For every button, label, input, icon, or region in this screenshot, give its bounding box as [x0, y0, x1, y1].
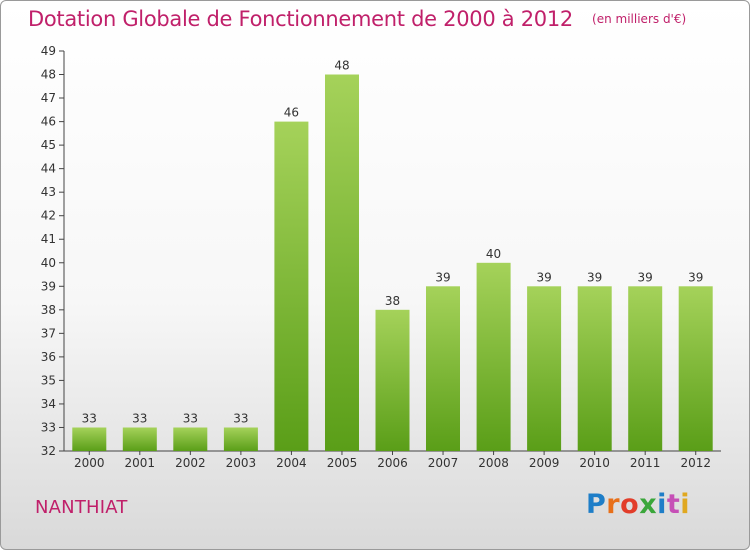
bar-2005	[325, 74, 359, 451]
y-tick-label: 37	[41, 326, 56, 340]
data-label: 33	[233, 411, 248, 425]
data-label: 39	[688, 270, 703, 284]
chart-title: Dotation Globale de Fonctionnement de 20…	[28, 7, 573, 31]
data-label: 33	[183, 411, 198, 425]
logo-letter: x	[639, 489, 658, 520]
y-tick-label: 34	[41, 397, 56, 411]
data-label: 39	[536, 270, 551, 284]
x-tick-label: 2009	[529, 456, 560, 470]
bar-2009	[527, 286, 562, 451]
y-tick-label: 49	[41, 44, 56, 58]
data-label: 38	[385, 294, 400, 308]
y-tick-label: 36	[41, 350, 56, 364]
y-tick-label: 41	[41, 232, 56, 246]
title-row: Dotation Globale de Fonctionnement de 20…	[28, 7, 686, 31]
x-axis: 2000 2001 2002 2003 2004 2005 2006 2007 2008 2009…	[64, 450, 721, 470]
logo-letter: o	[620, 489, 640, 520]
bar-2000	[72, 427, 107, 451]
y-tick-label: 47	[41, 91, 56, 105]
y-tick-label: 44	[41, 162, 56, 176]
x-tick-label: 2008	[478, 456, 509, 470]
y-tick-label: 43	[41, 185, 56, 199]
x-tick-label: 2010	[579, 456, 610, 470]
y-axis: 32 33 34 35 36 37 38 39 40 41 42 43 44 45 46 47 48 49	[41, 44, 65, 458]
logo-letter: r	[606, 489, 621, 520]
bar-2010	[577, 286, 612, 451]
x-tick-label: 2005	[327, 456, 358, 470]
bars-group	[72, 74, 713, 451]
data-label: 48	[334, 59, 349, 73]
y-tick-label: 48	[41, 68, 56, 82]
x-tick-label: 2007	[428, 456, 459, 470]
bar-2002	[173, 427, 208, 451]
data-label: 40	[486, 247, 501, 261]
y-tick-label: 32	[41, 444, 56, 458]
logo-letter: t	[666, 489, 681, 520]
data-label: 39	[638, 270, 653, 284]
data-labels-group: 33 33 33 33 46 48 38 39 40 39 39 39 39	[82, 59, 704, 426]
y-tick-label: 38	[41, 303, 56, 317]
logo-letter: i	[680, 489, 691, 520]
data-label: 33	[132, 411, 147, 425]
y-tick-label: 39	[41, 279, 56, 293]
y-tick-label: 42	[41, 209, 56, 223]
proxiti-logo[interactable]: Proxiti	[586, 489, 690, 520]
data-label: 46	[284, 106, 299, 120]
chart-unit-label: (en milliers d'€)	[592, 12, 687, 26]
y-tick-label: 35	[41, 373, 56, 387]
x-tick-label: 2002	[175, 456, 206, 470]
bar-2008	[476, 262, 511, 451]
logo-letter: P	[586, 489, 607, 520]
y-tick-label: 45	[41, 138, 56, 152]
y-tick-label: 40	[41, 256, 56, 270]
bar-2006	[375, 309, 410, 451]
bar-2011	[628, 286, 663, 451]
x-tick-label: 2011	[630, 456, 661, 470]
x-tick-label: 2000	[74, 456, 105, 470]
data-label: 39	[587, 270, 602, 284]
bar-2012	[678, 286, 713, 451]
bar-2004	[274, 121, 309, 451]
logo-letter: i	[657, 489, 667, 520]
x-tick-label: 2001	[125, 456, 156, 470]
x-tick-label: 2004	[276, 456, 307, 470]
x-tick-label: 2006	[377, 456, 408, 470]
y-tick-label: 33	[41, 420, 56, 434]
bar-2007	[426, 286, 460, 451]
commune-name: NANTHIAT	[35, 497, 128, 518]
data-label: 33	[82, 411, 97, 425]
data-label: 39	[435, 270, 450, 284]
bar-2003	[223, 427, 258, 451]
x-tick-label: 2003	[226, 456, 257, 470]
y-tick-label: 46	[41, 115, 56, 129]
bar-2001	[122, 427, 157, 451]
x-tick-label: 2012	[680, 456, 711, 470]
